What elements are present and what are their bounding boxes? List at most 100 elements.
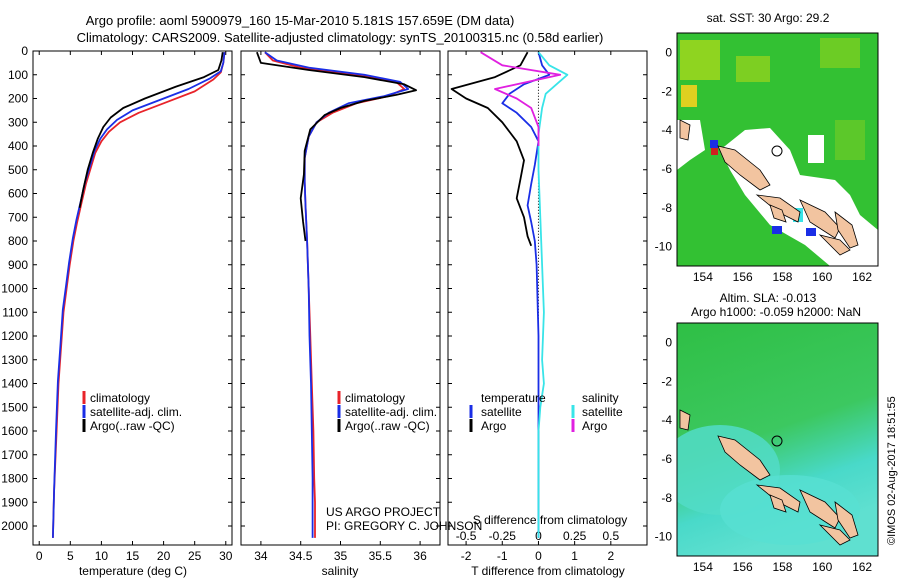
- profile-location-marker: [771, 435, 783, 447]
- map-y-tick-label: -2: [661, 374, 672, 388]
- difference-plot-frame: [447, 50, 648, 546]
- x-tick-label: 5: [67, 549, 74, 563]
- series-lines: [52, 51, 569, 538]
- sst-warm-patch: [736, 56, 770, 82]
- sla-map: [677, 323, 878, 556]
- legend-label-s-satellite: satellite: [582, 405, 623, 419]
- y-tick-label: 1800: [1, 472, 28, 486]
- x-tick-label: 15: [126, 549, 140, 563]
- map-y-tick-label: -2: [661, 84, 672, 98]
- x-tick-label: 30: [219, 549, 233, 563]
- y-tick-label: 200: [8, 92, 28, 106]
- map-y-tick-label: -10: [655, 530, 673, 544]
- pi-credit: PI: GREGORY C. JOHNSON: [326, 519, 482, 533]
- island: [679, 119, 691, 141]
- sst-land: [679, 119, 859, 256]
- series-line-argo_s: [480, 51, 562, 146]
- legend-label-s-argo: Argo: [582, 419, 608, 433]
- map-x-tick-label: 160: [812, 560, 832, 574]
- x-tick-label: 1: [571, 549, 578, 563]
- legend-header-salinity: salinity: [582, 391, 619, 405]
- map-y-tick-label: -6: [661, 162, 672, 176]
- sst-map-frame: [676, 32, 879, 267]
- island: [769, 204, 787, 223]
- y-tick-label: 1100: [2, 305, 28, 319]
- difference-legend: temperature satellite Argo salinity sate…: [469, 391, 623, 433]
- temperature-xlabel: temperature (deg C): [79, 564, 187, 578]
- legend-label-satellite: satellite-adj. clim.: [90, 405, 182, 419]
- x2-tick-label: -0.25: [489, 529, 517, 543]
- island: [834, 501, 859, 539]
- y-tick-label: 1200: [1, 329, 28, 343]
- series-line-argo: [78, 52, 224, 208]
- map-x-tick-label: 162: [852, 270, 872, 284]
- y-tick-label: 800: [8, 234, 28, 248]
- legend-label-climatology: climatology: [345, 391, 405, 405]
- x-tick-label: 0: [535, 549, 542, 563]
- x-tick-label: -2: [461, 549, 472, 563]
- x-tick-label: 0: [36, 549, 43, 563]
- series-line-argo: [450, 51, 533, 247]
- x-tick-label: 34.5: [289, 549, 313, 563]
- series-line-satellite: [264, 51, 410, 538]
- map-y-tick-label: 0: [665, 45, 672, 59]
- imos-timestamp: ©IMOS 02-Aug-2017 18:51:55: [886, 396, 898, 545]
- sst-cold-pixel: [806, 228, 816, 236]
- map-y-tick-label: -8: [661, 491, 672, 505]
- series-line-satellite_s: [537, 51, 569, 538]
- island: [717, 435, 771, 481]
- legend-label-argo: Argo(..raw -QC): [345, 419, 430, 433]
- map-y-tick-label: -6: [661, 452, 672, 466]
- y-tick-label: 100: [8, 68, 28, 82]
- y-tick-label: 1400: [1, 377, 28, 391]
- map-x-tick-label: 162: [852, 560, 872, 574]
- map-y-tick-label: -8: [661, 201, 672, 215]
- y-tick-label: 600: [8, 187, 28, 201]
- legend-label-t-argo: Argo: [481, 419, 507, 433]
- map-x-tick-label: 158: [772, 270, 792, 284]
- x-tick-label: -1: [497, 549, 508, 563]
- map-y-tick-label: -10: [655, 240, 673, 254]
- island: [818, 234, 851, 256]
- y-tick-label: 300: [8, 115, 28, 129]
- y-tick-label: 1300: [1, 353, 28, 367]
- figure-title-line-1: Argo profile: aoml 5900979_160 15-Mar-20…: [86, 13, 515, 28]
- y-tick-label: 2000: [1, 519, 28, 533]
- sst-missing-data: [808, 135, 824, 163]
- salinity-legend: climatology satellite-adj. clim. Argo(..…: [337, 391, 437, 433]
- temperature-legend: climatology satellite-adj. clim. Argo(..…: [82, 391, 182, 433]
- y-tick-label: 1500: [1, 400, 28, 414]
- legend-label-argo: Argo(..raw -QC): [90, 419, 175, 433]
- x2-tick-label: 0.5: [602, 529, 619, 543]
- profile-location-marker: [771, 145, 783, 157]
- sst-warm-patch: [820, 38, 860, 68]
- x2-tick-label: -0.5: [456, 529, 477, 543]
- map-x-tick-label: 156: [733, 560, 753, 574]
- y-tick-label: 700: [8, 210, 28, 224]
- y-tick-label: 400: [8, 139, 28, 153]
- sst-map-title: sat. SST: 30 Argo: 29.2: [707, 11, 830, 25]
- series-line-argo: [256, 51, 418, 242]
- y-tick-label: 1700: [1, 448, 28, 462]
- sla-map-subtitle: Argo h1000: -0.059 h2000: NaN: [691, 305, 861, 319]
- legend-label-climatology: climatology: [90, 391, 150, 405]
- island: [799, 199, 841, 239]
- x-tick-label: 35: [334, 549, 348, 563]
- temperature-plot-frame: [32, 50, 233, 546]
- map-x-tick-label: 154: [693, 560, 713, 574]
- series-line-climatology: [52, 52, 226, 538]
- map-y-tick-label: 0: [665, 335, 672, 349]
- difference-xlabel: T difference from climatology: [471, 564, 625, 578]
- map-y-tick-label: -4: [661, 413, 672, 427]
- map-x-tick-label: 156: [733, 270, 753, 284]
- y-tick-label: 900: [8, 258, 28, 272]
- island: [717, 145, 771, 191]
- island: [799, 489, 841, 529]
- map-x-tick-label: 154: [693, 270, 713, 284]
- y-tick-label: 1600: [1, 424, 28, 438]
- island: [818, 524, 851, 546]
- series-line-satellite: [501, 51, 551, 538]
- island: [769, 494, 787, 513]
- difference-x2label: S difference from climatology: [473, 513, 628, 527]
